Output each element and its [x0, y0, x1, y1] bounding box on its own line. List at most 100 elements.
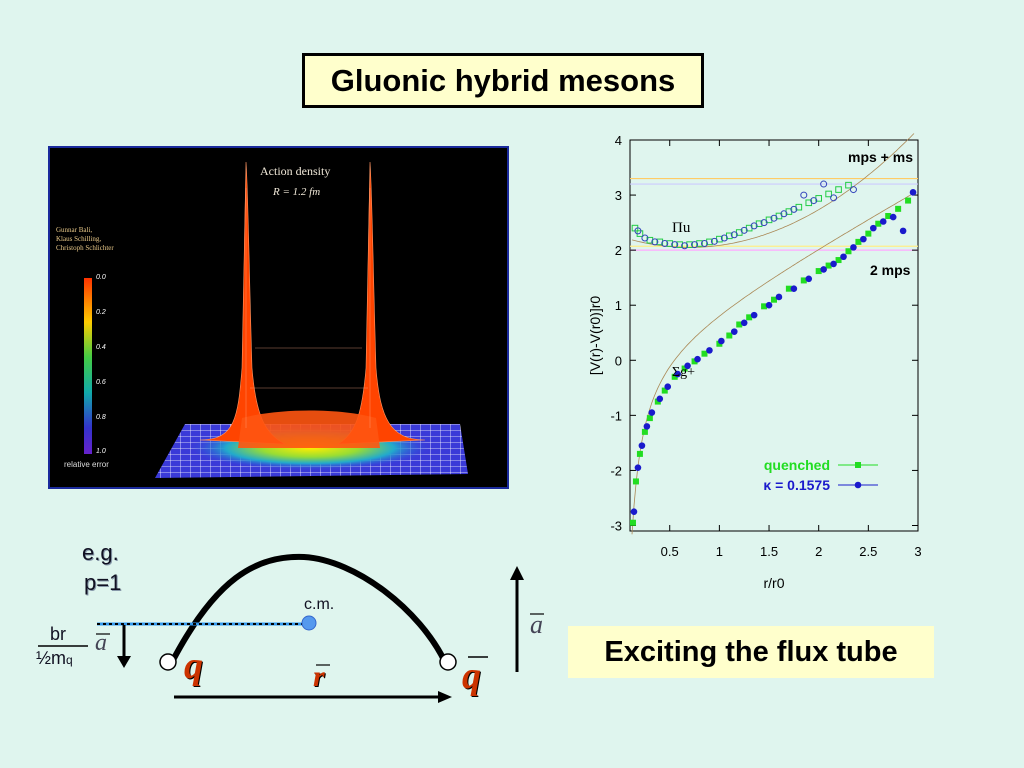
colorbar-tick: 0.4: [96, 344, 106, 351]
data-point: [855, 238, 862, 245]
data-point: [718, 337, 725, 345]
data-point: [850, 244, 857, 251]
data-point: [674, 370, 681, 378]
data-point: [641, 234, 649, 242]
data-point: [775, 293, 783, 301]
data-point: [845, 181, 852, 189]
data-point: [899, 227, 907, 235]
data-point: [701, 350, 708, 357]
two-mps-label: 2 mps: [870, 262, 911, 278]
data-point: [681, 365, 688, 372]
x-tick-label: 0.5: [661, 544, 679, 559]
data-point: [646, 415, 653, 422]
antiquark-label: q: [462, 655, 481, 697]
action-density-title: Action density: [260, 164, 331, 178]
eg-label: e.g.: [82, 540, 119, 565]
data-point: [800, 277, 807, 284]
sigma-g-label: Σg+: [672, 365, 695, 380]
data-point: [750, 311, 758, 319]
data-point: [771, 296, 777, 303]
y-tick-label: 1: [615, 298, 622, 313]
data-point: [648, 409, 656, 416]
data-point: [765, 301, 773, 309]
y-tick-label: 3: [615, 188, 622, 203]
data-point: [730, 328, 738, 335]
data-point: [909, 189, 917, 196]
x-tick-label: 2.5: [859, 544, 877, 559]
data-point: [681, 242, 689, 250]
action-density-surface: [84, 161, 468, 478]
r-vector: r: [313, 660, 325, 693]
displacement-arrow-head: [510, 566, 524, 580]
legend-label: κ = 0.1575: [763, 477, 830, 493]
x-tick-label: 1.5: [760, 544, 778, 559]
author: Klaus Schilling,: [56, 235, 102, 243]
y-tick-label: -2: [610, 463, 622, 478]
data-point: [634, 464, 642, 471]
data-point: [641, 428, 648, 435]
data-point: [879, 218, 887, 225]
legend-label: quenched: [764, 457, 830, 473]
author: Christoph Schlichter: [56, 244, 114, 252]
pi-u-label: Πu: [672, 220, 691, 236]
fraction-den-text: ½m: [36, 648, 67, 668]
data-point: [666, 240, 674, 247]
mps-ms-label: mps + ms: [848, 149, 913, 165]
data-point: [875, 220, 882, 227]
data-point: [830, 194, 838, 202]
data-point: [691, 358, 698, 365]
data-point: [870, 224, 877, 232]
data-point: [820, 180, 828, 188]
data-point: [761, 303, 768, 310]
data-point: [720, 234, 728, 242]
data-point: [686, 241, 693, 248]
separation-arrow-head: [438, 691, 452, 703]
colorbar: [84, 278, 92, 454]
data-point: [860, 235, 867, 243]
data-point: [740, 319, 748, 327]
data-point: [671, 373, 678, 380]
data-point: [845, 248, 852, 255]
data-point: [643, 423, 651, 430]
data-point: [671, 241, 679, 249]
action-density-subtitle: R = 1.2 fm: [273, 186, 321, 198]
data-point: [770, 214, 778, 222]
colorbar-tick: 0.0: [96, 274, 106, 281]
data-point: [790, 205, 798, 213]
fraction-den-sub: q: [66, 653, 73, 667]
a-vector-small: a: [95, 630, 107, 656]
data-point: [656, 395, 664, 403]
data-point: [865, 230, 872, 237]
data-point: [664, 383, 672, 391]
x-tick-label: 3: [914, 544, 921, 559]
flux-tube-string: [169, 553, 448, 664]
data-point: [825, 190, 832, 198]
data-point: [694, 355, 701, 363]
cm-point: [301, 615, 317, 631]
data-point: [835, 186, 842, 193]
data-point: [790, 285, 798, 292]
data-point: [785, 285, 792, 292]
data-point: [889, 213, 897, 221]
slide-title: Gluonic hybrid mesons: [302, 53, 704, 108]
data-point: [905, 197, 912, 204]
data-point: [661, 240, 669, 248]
data-point: [736, 321, 743, 328]
x-tick-label: 1: [716, 544, 723, 559]
sigma-fit-curve: [631, 192, 915, 535]
action-density-plot: Action density R = 1.2 fm Gunnar Bali, K…: [48, 146, 509, 489]
data-point: [651, 238, 659, 246]
data-point: [696, 240, 703, 247]
data-point: [676, 241, 683, 248]
data-point: [815, 268, 822, 275]
data-point: [632, 478, 639, 485]
colorbar-tick: 0.2: [96, 309, 106, 316]
data-point: [700, 240, 708, 248]
data-point: [716, 340, 723, 347]
data-point: [895, 205, 902, 212]
y-tick-label: 2: [615, 243, 622, 258]
legend-marker: [855, 462, 861, 468]
data-point: [800, 191, 808, 199]
data-point: [654, 398, 661, 405]
data-point: [740, 226, 748, 234]
